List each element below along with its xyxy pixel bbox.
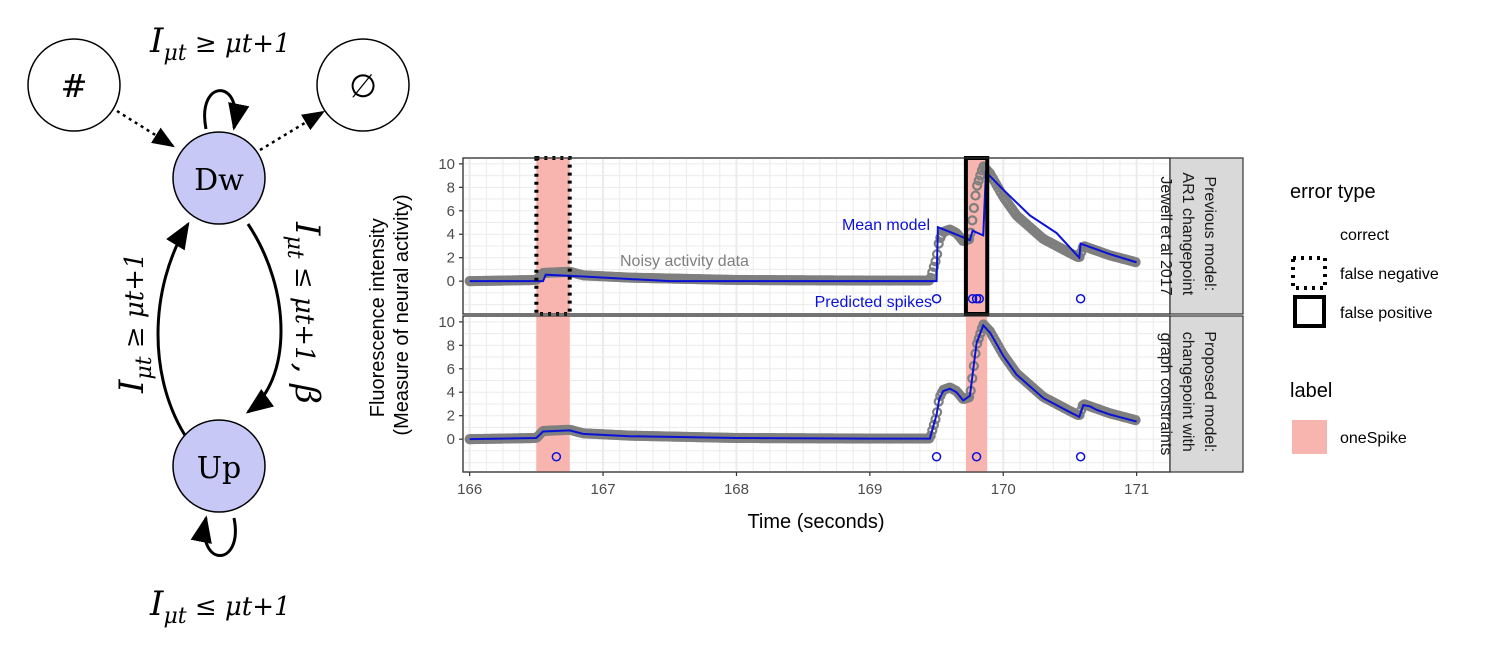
x-axis-title: Time (seconds) [747, 511, 884, 533]
legend-label: label oneSpike [1290, 380, 1407, 454]
panel-top-background [462, 157, 1171, 315]
edge-dw-to-empty [259, 110, 325, 152]
node-hash: # [27, 38, 121, 132]
y-tick-label: 6 [447, 203, 455, 220]
strip-bottom: Proposed model: changepoint with graph c… [1157, 315, 1244, 473]
chart: Previous model: AR1 changepoint Jewell e… [367, 156, 1244, 533]
svg-text:Proposed model: change: Proposed model: changepoint with graph c… [1157, 331, 1218, 456]
legend-error-type: error type correct false negative false … [1290, 181, 1439, 328]
y-tick-label: 10 [438, 314, 455, 331]
predicted-spike [551, 452, 562, 462]
legend-error-title: error type [1290, 181, 1376, 203]
annotation-noisy-data: Noisy activity data [620, 253, 749, 270]
y-tick-label: 2 [447, 408, 455, 425]
strip-top: Previous model: AR1 changepoint Jewell e… [1157, 157, 1244, 315]
data-point [925, 430, 936, 441]
label-region-oneSpike [536, 158, 570, 314]
predicted-spike [1075, 294, 1086, 304]
x-tick-label: 168 [724, 481, 749, 498]
node-hash-label: # [61, 67, 88, 105]
edge-up-self-loop [190, 515, 237, 557]
up-self-loop-label: Iμt ≤ μt+1 [149, 584, 291, 629]
data-point [975, 170, 986, 181]
y-tick-label: 0 [447, 431, 455, 448]
node-up: Up [172, 419, 266, 513]
data-point [1130, 257, 1141, 268]
data-point [968, 202, 980, 214]
panel-bottom-background [462, 315, 1171, 473]
annotation-mean-model: Mean model [842, 217, 930, 234]
y-tick-label: 2 [447, 250, 455, 267]
predicted-spike [967, 294, 978, 304]
predicted-spike [974, 294, 984, 304]
predicted-spike [1075, 452, 1086, 462]
legend-swatch-onespike [1292, 420, 1327, 454]
dw-to-up-label: Iμt ≤ μt+1, β [282, 221, 327, 404]
state-diagram: # ∅ Dw Up Iμt ≥ μt+1 Iμt ≤ μt+1 Iμt ≥ μt… [27, 21, 410, 629]
data-point [975, 328, 986, 339]
legend-label-title: label [1290, 380, 1332, 402]
x-tick-label: 169 [857, 481, 882, 498]
edge-dw-self-loop [203, 89, 250, 131]
legend-error-false-negative: false negative [1340, 266, 1439, 283]
model-line [469, 323, 1137, 441]
dw-self-loop-label: Iμt ≥ μt+1 [149, 21, 291, 66]
y-tick-label: 4 [447, 384, 455, 401]
x-tick-label: 171 [1124, 481, 1149, 498]
edge-up-to-dw [156, 221, 190, 441]
model-line [469, 169, 1137, 283]
predicted-spike [931, 452, 942, 462]
node-up-label: Up [197, 451, 242, 486]
y-tick-label: 6 [447, 361, 455, 378]
y-tick-label: 8 [447, 337, 455, 354]
y-tick-label: 4 [447, 226, 455, 243]
axis-ticks: 0 2 4 6 8 10 0 2 4 6 8 10 166 167 168 169 170 171 [438, 156, 1149, 498]
node-empty-set: ∅ [316, 38, 410, 132]
y-tick-label: 10 [438, 156, 455, 173]
model-lines [469, 169, 1137, 441]
strip-bottom-line-3: graph constraints [1157, 333, 1174, 456]
y-tick-label: 8 [447, 179, 455, 196]
x-tick-label: 166 [457, 481, 482, 498]
legend-error-correct: correct [1340, 227, 1389, 244]
data-point [973, 175, 984, 186]
legend-error-false-positive: false positive [1340, 305, 1433, 322]
predicted-spike [931, 294, 942, 304]
predicted-spikes [551, 294, 1086, 462]
strip-bottom-line-1: Proposed model: [1201, 331, 1218, 452]
x-tick-label: 167 [591, 481, 616, 498]
edge-hash-to-dw [116, 109, 175, 148]
up-to-dw-label: Iμt ≥ μt+1 [112, 252, 157, 394]
node-dw: Dw [172, 131, 266, 225]
data-point [970, 190, 981, 201]
legend-swatch-false-negative [1291, 256, 1327, 290]
predicted-spike [971, 452, 982, 462]
legend-swatch-false-positive [1293, 295, 1326, 328]
svg-text:Previous model: AR1 ch: Previous model: AR1 changepoint Jewell e… [1157, 172, 1218, 299]
strip-top-line-2: AR1 changepoint [1179, 172, 1196, 295]
data-point [967, 215, 978, 226]
data-point [972, 180, 983, 191]
legend-label-onespike: oneSpike [1340, 430, 1407, 447]
annotation-predicted-spikes: Predicted spikes [815, 294, 932, 311]
strip-top-line-3: Jewell et al 2017 [1157, 176, 1174, 295]
strip-top-line-1: Previous model: [1201, 176, 1218, 291]
predicted-spike [971, 294, 982, 304]
x-tick-label: 170 [991, 481, 1016, 498]
y-axis-title-line-1: Fluorescence intensity [367, 218, 389, 417]
data-point [964, 392, 975, 403]
strip-bottom-line-2: changepoint with [1179, 332, 1196, 452]
data-point [933, 238, 944, 249]
y-axis-title-line-2: (Measure of neural activity) [391, 194, 413, 435]
y-tick-label: 0 [447, 273, 455, 290]
svg-text:Fluorescence intensity (: Fluorescence intensity (Measure of neura… [367, 194, 413, 435]
label-region-oneSpike [536, 316, 570, 472]
node-dw-label: Dw [194, 163, 244, 198]
edge-dw-to-up [245, 223, 283, 414]
node-empty-label: ∅ [349, 67, 377, 105]
